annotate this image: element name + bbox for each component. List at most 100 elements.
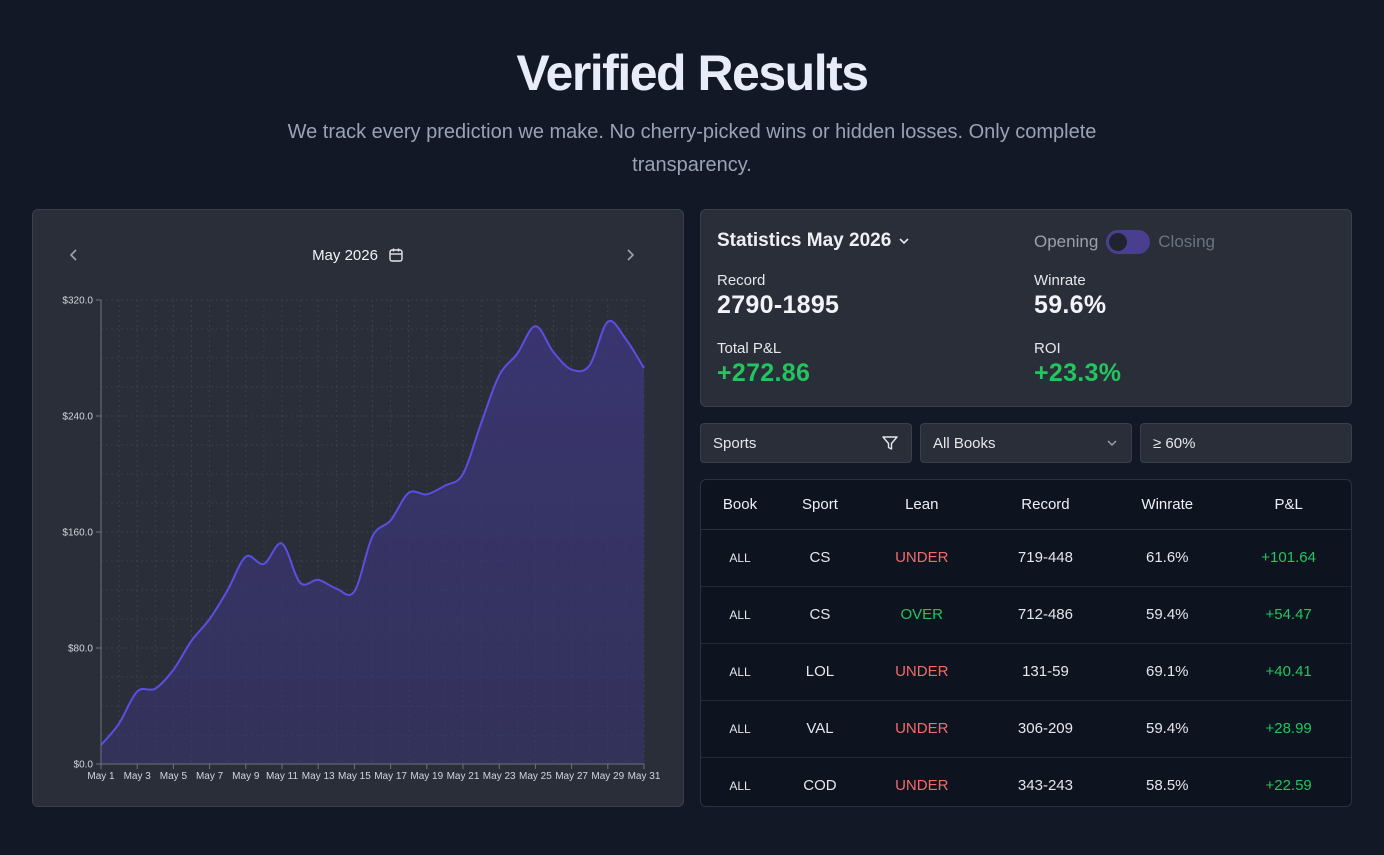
cell-book: ALL (701, 700, 780, 758)
cell-book: ALL (701, 586, 780, 644)
books-select[interactable]: All Books (920, 423, 1132, 463)
pnl-series-line (100, 319, 645, 746)
table-row[interactable]: ALL VAL UNDER 306-209 59.4% +28.99 (701, 700, 1351, 758)
hero: Verified Results We track every predicti… (0, 42, 1384, 182)
x-tick-label: May 29 (591, 771, 624, 782)
cell-sport: CS (779, 529, 861, 587)
cell-pnl: +22.59 (1226, 757, 1351, 806)
cell-pnl: +28.99 (1226, 700, 1351, 758)
cell-pnl: +101.64 (1226, 529, 1351, 587)
cell-record: 131-59 (982, 643, 1109, 701)
cell-lean: UNDER (860, 700, 983, 758)
stats-card: Statistics May 2026 Opening Closing Reco… (700, 209, 1352, 407)
table-row[interactable]: ALL CS OVER 712-486 59.4% +54.47 (701, 586, 1351, 644)
cell-sport: LOL (779, 643, 861, 701)
cell-book: ALL (701, 757, 780, 806)
winrate-filter-value: ≥ 60% (1153, 434, 1196, 452)
record-label: Record (717, 272, 766, 289)
cell-winrate: 58.5% (1108, 757, 1227, 806)
col-header-winrate[interactable]: Winrate (1108, 480, 1227, 530)
cell-record: 719-448 (982, 529, 1109, 587)
roi-stat: ROI +23.3% (1034, 340, 1121, 388)
page-title: Verified Results (516, 45, 869, 101)
cell-lean: UNDER (860, 643, 983, 701)
x-tick-label: May 23 (483, 771, 516, 782)
x-tick-label: May 27 (555, 771, 588, 782)
cell-sport: CS (779, 586, 861, 644)
toggle-knob (1109, 233, 1128, 251)
calendar-icon (389, 248, 403, 262)
x-tick-label: May 1 (87, 771, 115, 782)
cell-winrate: 59.4% (1108, 700, 1227, 758)
cell-book: ALL (701, 643, 780, 701)
cell-record: 343-243 (982, 757, 1109, 806)
stats-title: Statistics May 2026 (717, 230, 892, 251)
x-tick-label: May 7 (196, 771, 224, 782)
chevron-left-icon (69, 249, 77, 261)
line-toggle-group: Opening Closing (1034, 230, 1215, 254)
cell-winrate: 61.6% (1108, 529, 1227, 587)
cell-winrate: 59.4% (1108, 586, 1227, 644)
roi-value: +23.3% (1034, 359, 1122, 387)
x-tick-label: May 31 (628, 771, 661, 782)
roi-label: ROI (1034, 340, 1061, 357)
table-row[interactable]: ALL COD UNDER 343-243 58.5% +22.59 (701, 757, 1351, 806)
chevron-down-icon (899, 238, 909, 245)
y-tick-label: $0.0 (74, 760, 94, 771)
x-tick-label: May 19 (410, 771, 443, 782)
x-tick-label: May 15 (338, 771, 371, 782)
filter-icon (882, 436, 898, 450)
month-label: May 2026 (312, 246, 378, 264)
col-header-record[interactable]: Record (982, 480, 1109, 530)
cell-book: ALL (701, 529, 780, 587)
x-tick-label: May 17 (374, 771, 407, 782)
cell-winrate: 69.1% (1108, 643, 1227, 701)
pnl-value: +272.86 (717, 359, 811, 387)
col-header-book[interactable]: Book (701, 480, 780, 530)
table-row[interactable]: ALL CS UNDER 719-448 61.6% +101.64 (701, 529, 1351, 587)
x-tick-label: May 13 (302, 771, 335, 782)
page-subtitle: We track every prediction we make. No ch… (287, 121, 1097, 176)
winrate-stat: Winrate 59.6% (1034, 272, 1106, 320)
closing-label[interactable]: Closing (1158, 232, 1215, 251)
pnl-stat: Total P&L +272.86 (717, 340, 810, 388)
x-tick-label: May 3 (124, 771, 152, 782)
cell-lean: OVER (860, 586, 983, 644)
sports-filter-label: Sports (713, 434, 757, 452)
cell-record: 306-209 (982, 700, 1109, 758)
chevron-down-icon (1107, 440, 1117, 446)
col-header-lean[interactable]: Lean (860, 480, 983, 530)
cell-pnl: +40.41 (1226, 643, 1351, 701)
winrate-value: 59.6% (1034, 291, 1107, 319)
y-tick-label: $240.0 (62, 412, 93, 423)
x-tick-label: May 5 (160, 771, 188, 782)
winrate-label: Winrate (1034, 272, 1086, 289)
month-picker[interactable]: May 2026 (33, 240, 683, 270)
results-table-card: Book Sport Lean Record Winrate P&L ALL C… (700, 479, 1352, 807)
results-table: Book Sport Lean Record Winrate P&L ALL C… (701, 480, 1351, 806)
pnl-chart: $0.0 $80.0 $160.0 $240.0 $320.0 May 1 May 3 May… (62, 296, 661, 783)
chevron-right-icon (627, 249, 635, 261)
opening-closing-toggle[interactable] (1106, 230, 1151, 254)
stats-period-dropdown[interactable]: Statistics May 2026 (717, 230, 911, 252)
opening-label[interactable]: Opening (1034, 232, 1099, 251)
cell-sport: COD (779, 757, 861, 806)
col-header-sport[interactable]: Sport (779, 480, 861, 530)
y-tick-label: $160.0 (62, 528, 93, 539)
chart-month-nav: May 2026 (33, 240, 683, 270)
prev-month-button[interactable] (59, 240, 89, 270)
col-header-pnl[interactable]: P&L (1226, 480, 1351, 530)
sports-filter[interactable]: Sports (700, 423, 912, 463)
x-tick-label: May 21 (447, 771, 480, 782)
cell-lean: UNDER (860, 757, 983, 806)
x-tick-label: May 9 (232, 771, 260, 782)
y-tick-label: $320.0 (62, 296, 93, 307)
x-tick-label: May 25 (519, 771, 552, 782)
winrate-filter-input[interactable]: ≥ 60% (1140, 423, 1352, 463)
table-row[interactable]: ALL LOL UNDER 131-59 69.1% +40.41 (701, 643, 1351, 701)
cell-lean: UNDER (860, 529, 983, 587)
books-select-label: All Books (933, 434, 996, 452)
record-stat: Record 2790-1895 (717, 272, 839, 320)
cell-sport: VAL (779, 700, 861, 758)
next-month-button[interactable] (615, 240, 645, 270)
